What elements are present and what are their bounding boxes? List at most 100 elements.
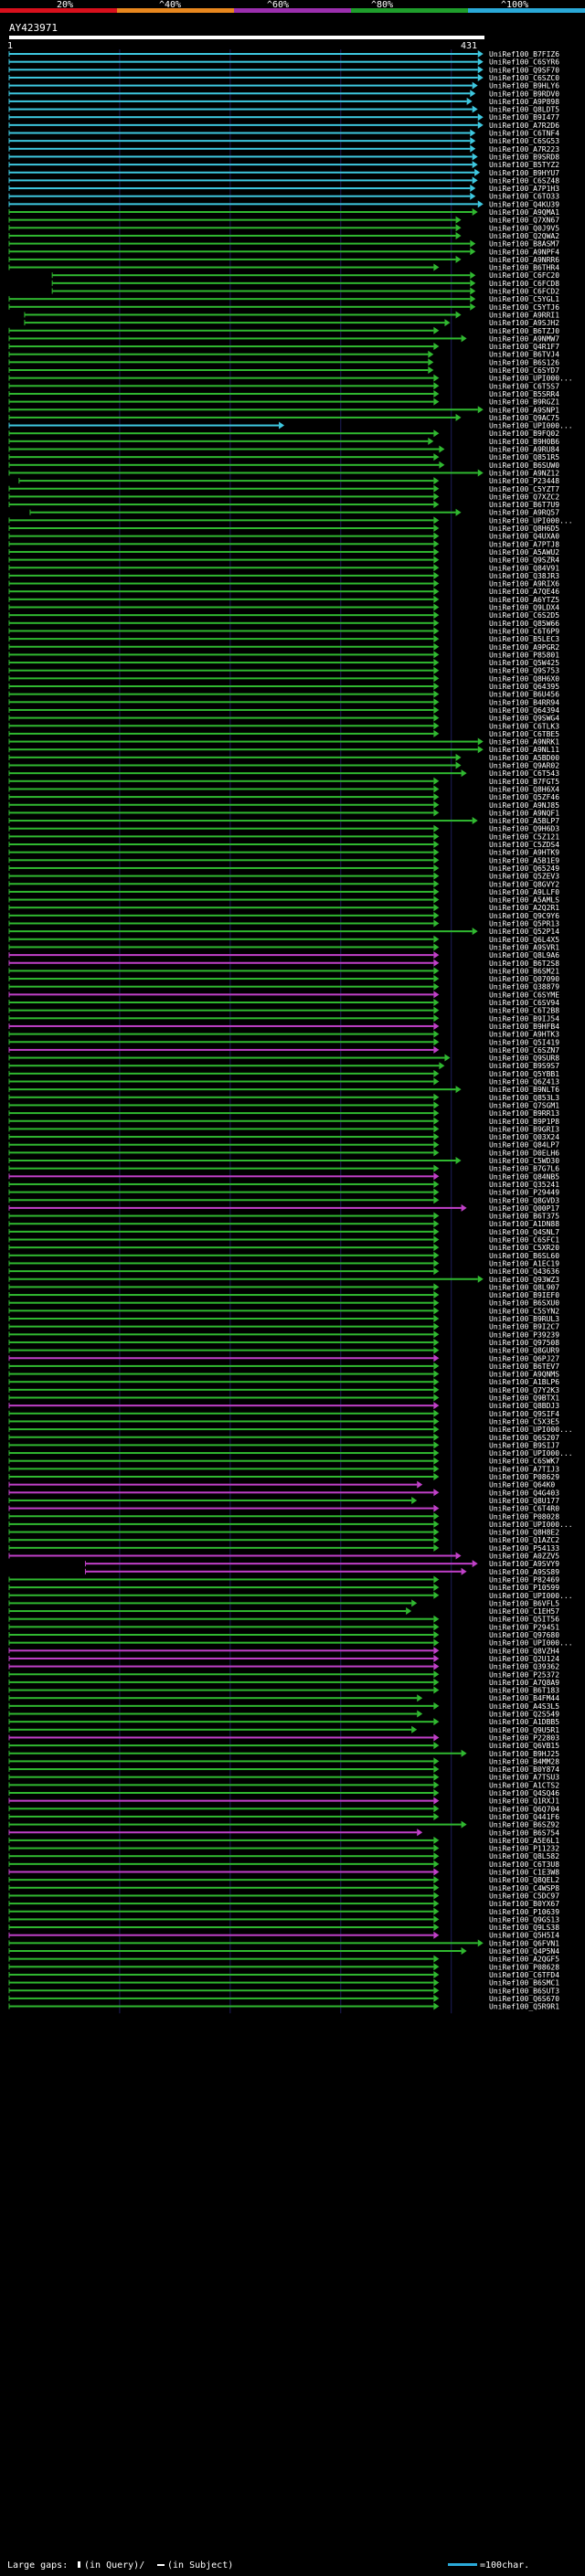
hit-label[interactable]: UniRef100_Q7SGM1 (489, 1101, 559, 1109)
hit-label[interactable]: UniRef100_P22803 (489, 1733, 559, 1742)
hit-label[interactable]: UniRef100_Q8QEL2 (489, 1876, 559, 1884)
hit-label[interactable]: UniRef100_Q6L4X5 (489, 936, 559, 944)
hit-label[interactable]: UniRef100_A7R2D6 (489, 122, 559, 130)
hit-label[interactable]: UniRef100_B6THR4 (489, 264, 559, 272)
hit-label[interactable]: UniRef100_Q6Q704 (489, 1805, 559, 1813)
hit-label[interactable]: UniRef100_Q4UXA0 (489, 533, 559, 541)
hit-label[interactable]: UniRef100_A1DN88 (489, 1220, 559, 1228)
hit-label[interactable]: UniRef100_Q9C9Y6 (489, 912, 559, 920)
hit-label[interactable]: UniRef100_Q1RXJ1 (489, 1797, 559, 1806)
hit-label[interactable]: UniRef100_A9RU84 (489, 446, 559, 454)
hit-label[interactable]: UniRef100_B4FM44 (489, 1694, 559, 1702)
hit-label[interactable]: UniRef100_Q2U124 (489, 1655, 559, 1663)
hit-label[interactable]: UniRef100_C6T3U8 (489, 1860, 559, 1869)
hit-label[interactable]: UniRef100_B6TEV7 (489, 1362, 559, 1371)
hit-label[interactable]: UniRef100_Q84NB5 (489, 1172, 559, 1181)
hit-label[interactable]: UniRef100_C6T543 (489, 769, 559, 778)
hit-label[interactable]: UniRef100_Q5W425 (489, 659, 559, 667)
hit-label[interactable]: UniRef100_A9LLF0 (489, 888, 559, 896)
hit-label[interactable]: UniRef100_Q2QWA2 (489, 232, 559, 240)
hit-label[interactable]: UniRef100_Q8BDJ3 (489, 1402, 559, 1410)
hit-label[interactable]: UniRef100_A9PGR2 (489, 643, 559, 652)
hit-label[interactable]: UniRef100_B6VFL5 (489, 1599, 559, 1607)
hit-label[interactable]: UniRef100_Q9SZR4 (489, 557, 559, 565)
hit-label[interactable]: UniRef100_Q7Y2K3 (489, 1386, 559, 1394)
hit-label[interactable]: UniRef100_Q84LP7 (489, 1141, 559, 1150)
hit-label[interactable]: UniRef100_Q8VZH4 (489, 1647, 559, 1655)
hit-label[interactable]: UniRef100_UPI000... (489, 422, 573, 430)
hit-label[interactable]: UniRef100_B6T375 (489, 1213, 559, 1221)
hit-label[interactable]: UniRef100_Q5H5I4 (489, 1932, 559, 1940)
hit-label[interactable]: UniRef100_A9SVR1 (489, 943, 559, 951)
hit-label[interactable]: UniRef100_Q8H6X4 (489, 785, 559, 793)
hit-label[interactable]: UniRef100_A1BLP6 (489, 1378, 559, 1386)
hit-label[interactable]: UniRef100_B6SM21 (489, 967, 559, 975)
hit-label[interactable]: UniRef100_Q85W66 (489, 620, 559, 628)
hit-label[interactable]: UniRef100_A2QGF5 (489, 1956, 559, 1964)
hit-label[interactable]: UniRef100_Q9AC75 (489, 414, 559, 422)
hit-label[interactable]: UniRef100_Q2S549 (489, 1711, 559, 1719)
hit-label[interactable]: UniRef100_C6SYME (489, 991, 559, 999)
hit-label[interactable]: UniRef100_B9HFB4 (489, 1023, 559, 1031)
hit-label[interactable]: UniRef100_A6YTZ5 (489, 596, 559, 604)
hit-label[interactable]: UniRef100_C5Z121 (489, 832, 559, 841)
hit-label[interactable]: UniRef100_C6TLK3 (489, 722, 559, 730)
hit-label[interactable]: UniRef100_A9HTK9 (489, 849, 559, 857)
hit-label[interactable]: UniRef100_C1EH57 (489, 1607, 559, 1616)
hit-label[interactable]: UniRef100_UPI000... (489, 1592, 573, 1600)
hit-label[interactable]: UniRef100_Q9BTX1 (489, 1394, 559, 1403)
hit-label[interactable]: UniRef100_Q97680 (489, 1631, 559, 1639)
hit-label[interactable]: UniRef100_Q9SUR8 (489, 1055, 559, 1063)
hit-label[interactable]: UniRef100_Q6PJ27 (489, 1354, 559, 1362)
hit-label[interactable]: UniRef100_A9P898 (489, 98, 559, 106)
hit-label[interactable]: UniRef100_A5AWU2 (489, 548, 559, 557)
hit-label[interactable]: UniRef100_A7PTJ8 (489, 540, 559, 548)
hit-label[interactable]: UniRef100_A9NMW7 (489, 334, 559, 343)
hit-label[interactable]: UniRef100_UPI000... (489, 1639, 573, 1648)
hit-label[interactable]: UniRef100_B9HYU7 (489, 169, 559, 177)
hit-label[interactable]: UniRef100_Q5R9R1 (489, 2003, 559, 2011)
hit-label[interactable]: UniRef100_B8ASM7 (489, 240, 559, 249)
hit-label[interactable]: UniRef100_Q64395 (489, 683, 559, 691)
hit-label[interactable]: UniRef100_C6FCD8 (489, 280, 559, 288)
hit-label[interactable]: UniRef100_Q84V91 (489, 564, 559, 572)
hit-label[interactable]: UniRef100_C5SYN2 (489, 1307, 559, 1315)
hit-label[interactable]: UniRef100_Q6FVN1 (489, 1939, 559, 1947)
hit-label[interactable]: UniRef100_A1EC19 (489, 1259, 559, 1267)
hit-label[interactable]: UniRef100_Q9SWG4 (489, 715, 559, 723)
hit-label[interactable]: UniRef100_Q7XZC2 (489, 493, 559, 501)
hit-label[interactable]: UniRef100_Q4P5N4 (489, 1947, 559, 1956)
hit-label[interactable]: UniRef100_C6TBE5 (489, 730, 559, 738)
hit-label[interactable]: UniRef100_A7P1H3 (489, 185, 559, 193)
hit-label[interactable]: UniRef100_B7FGT5 (489, 778, 559, 786)
hit-label[interactable]: UniRef100_Q1AZC2 (489, 1536, 559, 1544)
hit-label[interactable]: UniRef100_C5WD30 (489, 1157, 559, 1165)
hit-label[interactable]: UniRef100_Q4G403 (489, 1489, 559, 1497)
hit-label[interactable]: UniRef100_A9NPF4 (489, 248, 559, 256)
hit-label[interactable]: UniRef100_A7R223 (489, 145, 559, 154)
hit-label[interactable]: UniRef100_C5X3E5 (489, 1417, 559, 1426)
hit-label[interactable]: UniRef100_P08628 (489, 1963, 559, 1971)
hit-label[interactable]: UniRef100_A9QNMS (489, 1371, 559, 1379)
hit-label[interactable]: UniRef100_Q5PR13 (489, 920, 559, 928)
hit-label[interactable]: UniRef100_C6SZN7 (489, 1046, 559, 1055)
hit-label[interactable]: UniRef100_Q38JR3 (489, 572, 559, 580)
hit-label[interactable]: UniRef100_Q8LDT5 (489, 106, 559, 114)
hit-label[interactable]: UniRef100_C6TNF4 (489, 130, 559, 138)
hit-label[interactable]: UniRef100_C6SZC0 (489, 74, 559, 82)
hit-label[interactable]: UniRef100_C6TFD4 (489, 1971, 559, 1979)
hit-label[interactable]: UniRef100_C6FCD2 (489, 288, 559, 296)
hit-label[interactable]: UniRef100_A9HTK3 (489, 1031, 559, 1039)
hit-label[interactable]: UniRef100_A9SJH2 (489, 319, 559, 327)
hit-label[interactable]: UniRef100_B9HLY6 (489, 82, 559, 90)
hit-label[interactable]: UniRef100_C6SWK7 (489, 1458, 559, 1466)
hit-label[interactable]: UniRef100_B5TYZ2 (489, 161, 559, 169)
hit-label[interactable]: UniRef100_B0Y874 (489, 1765, 559, 1774)
hit-label[interactable]: UniRef100_Q07090 (489, 975, 559, 983)
hit-label[interactable]: UniRef100_Q9H6D3 (489, 825, 559, 833)
hit-label[interactable]: UniRef100_Q4R1F7 (489, 343, 559, 351)
hit-label[interactable]: UniRef100_C4WSP8 (489, 1884, 559, 1892)
hit-label[interactable]: UniRef100_C6FC20 (489, 271, 559, 280)
hit-label[interactable]: UniRef100_P25372 (489, 1670, 559, 1679)
hit-label[interactable]: UniRef100_Q65249 (489, 864, 559, 873)
